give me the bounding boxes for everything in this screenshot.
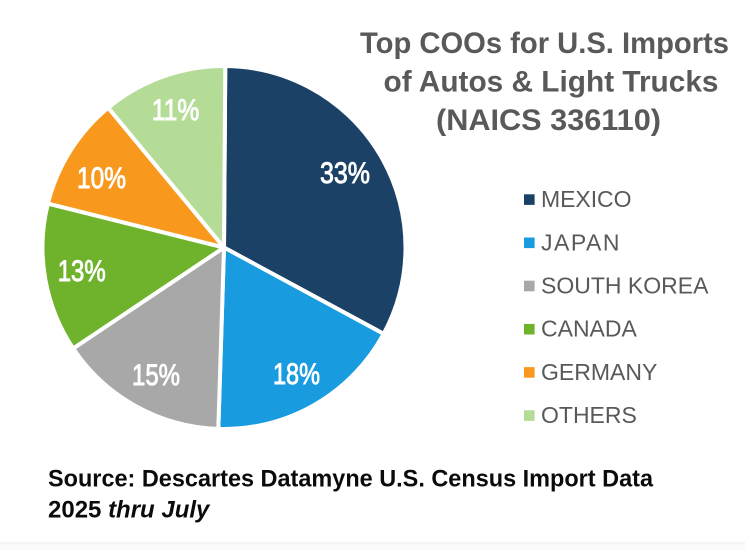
svg-text:11%: 11% xyxy=(152,94,200,127)
svg-text:10%: 10% xyxy=(77,162,126,195)
svg-text:CANADA: CANADA xyxy=(541,316,638,342)
svg-text:Source: Descartes Datamyne U.S: Source: Descartes Datamyne U.S. Census I… xyxy=(48,466,654,493)
svg-text:2025 thru July: 2025 thru July xyxy=(48,497,211,524)
svg-text:GERMANY: GERMANY xyxy=(541,359,657,385)
svg-text:18%: 18% xyxy=(273,358,320,391)
svg-text:33%: 33% xyxy=(320,157,370,190)
svg-text:OTHERS: OTHERS xyxy=(541,402,637,428)
svg-text:MEXICO: MEXICO xyxy=(541,186,632,212)
svg-text:13%: 13% xyxy=(58,255,106,288)
svg-text:of Autos & Light Trucks: of Autos & Light Trucks xyxy=(384,66,719,99)
svg-text:Top COOs for U.S. Imports: Top COOs for U.S. Imports xyxy=(360,27,729,60)
svg-text:15%: 15% xyxy=(132,359,180,392)
svg-text:SOUTH KOREA: SOUTH KOREA xyxy=(541,273,709,299)
svg-text:JAPAN: JAPAN xyxy=(541,229,620,255)
svg-text:(NAICS 336110): (NAICS 336110) xyxy=(436,104,661,137)
